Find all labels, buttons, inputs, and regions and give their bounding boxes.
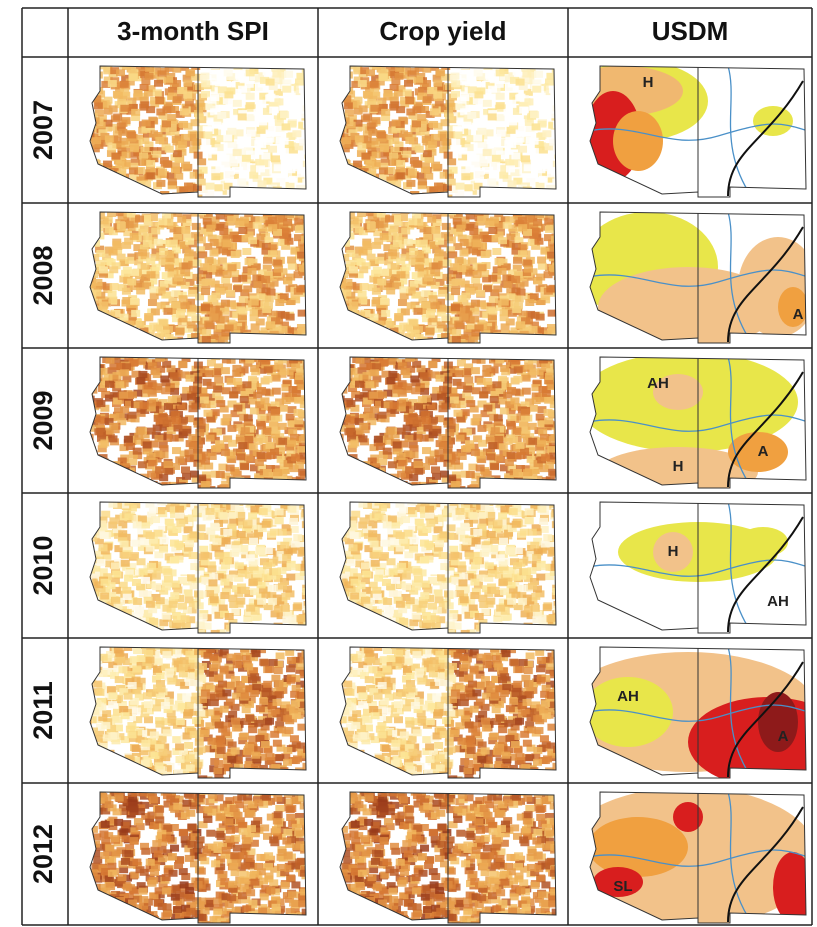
row-year: 2011 — [28, 681, 58, 740]
map: H — [563, 61, 817, 201]
map: H AH — [578, 497, 817, 637]
impact-label: H — [643, 74, 654, 91]
row-year: 2012 — [28, 824, 58, 884]
map — [328, 352, 568, 497]
column-header: 3-month SPI — [117, 16, 269, 46]
map — [328, 61, 568, 206]
impact-label: AH — [767, 593, 789, 610]
impact-label: AH — [617, 688, 639, 705]
impact-label: A — [793, 306, 804, 323]
drought-area — [588, 817, 688, 877]
drought-area — [773, 852, 813, 922]
impact-label: H — [668, 543, 679, 560]
map: A — [578, 207, 817, 347]
drought-area — [613, 111, 663, 171]
impact-label: A — [778, 728, 789, 745]
impact-label: A — [758, 443, 769, 460]
map — [328, 207, 568, 352]
map — [78, 787, 318, 927]
column-header: Crop yield — [379, 16, 506, 46]
map — [328, 642, 568, 787]
map — [328, 787, 568, 927]
impact-label: AH — [647, 375, 669, 392]
map — [78, 61, 318, 206]
row-year: 2008 — [28, 245, 58, 305]
map: AH A — [558, 642, 817, 787]
map — [78, 207, 318, 352]
figure: 3-month SPI Crop yield USDM 2007 H 2008 A 2009 A… — [0, 0, 817, 927]
impact-label: SL — [613, 878, 632, 895]
map — [78, 497, 318, 642]
map — [78, 352, 318, 497]
row-year: 2010 — [28, 535, 58, 595]
map: AH H A — [578, 352, 817, 497]
row-year: 2007 — [28, 100, 58, 160]
impact-label: H — [673, 458, 684, 475]
drought-area — [738, 527, 788, 557]
map: SL — [558, 787, 817, 927]
map — [328, 497, 568, 642]
column-header: USDM — [652, 16, 729, 46]
row-year: 2009 — [28, 390, 58, 450]
map — [78, 642, 318, 787]
